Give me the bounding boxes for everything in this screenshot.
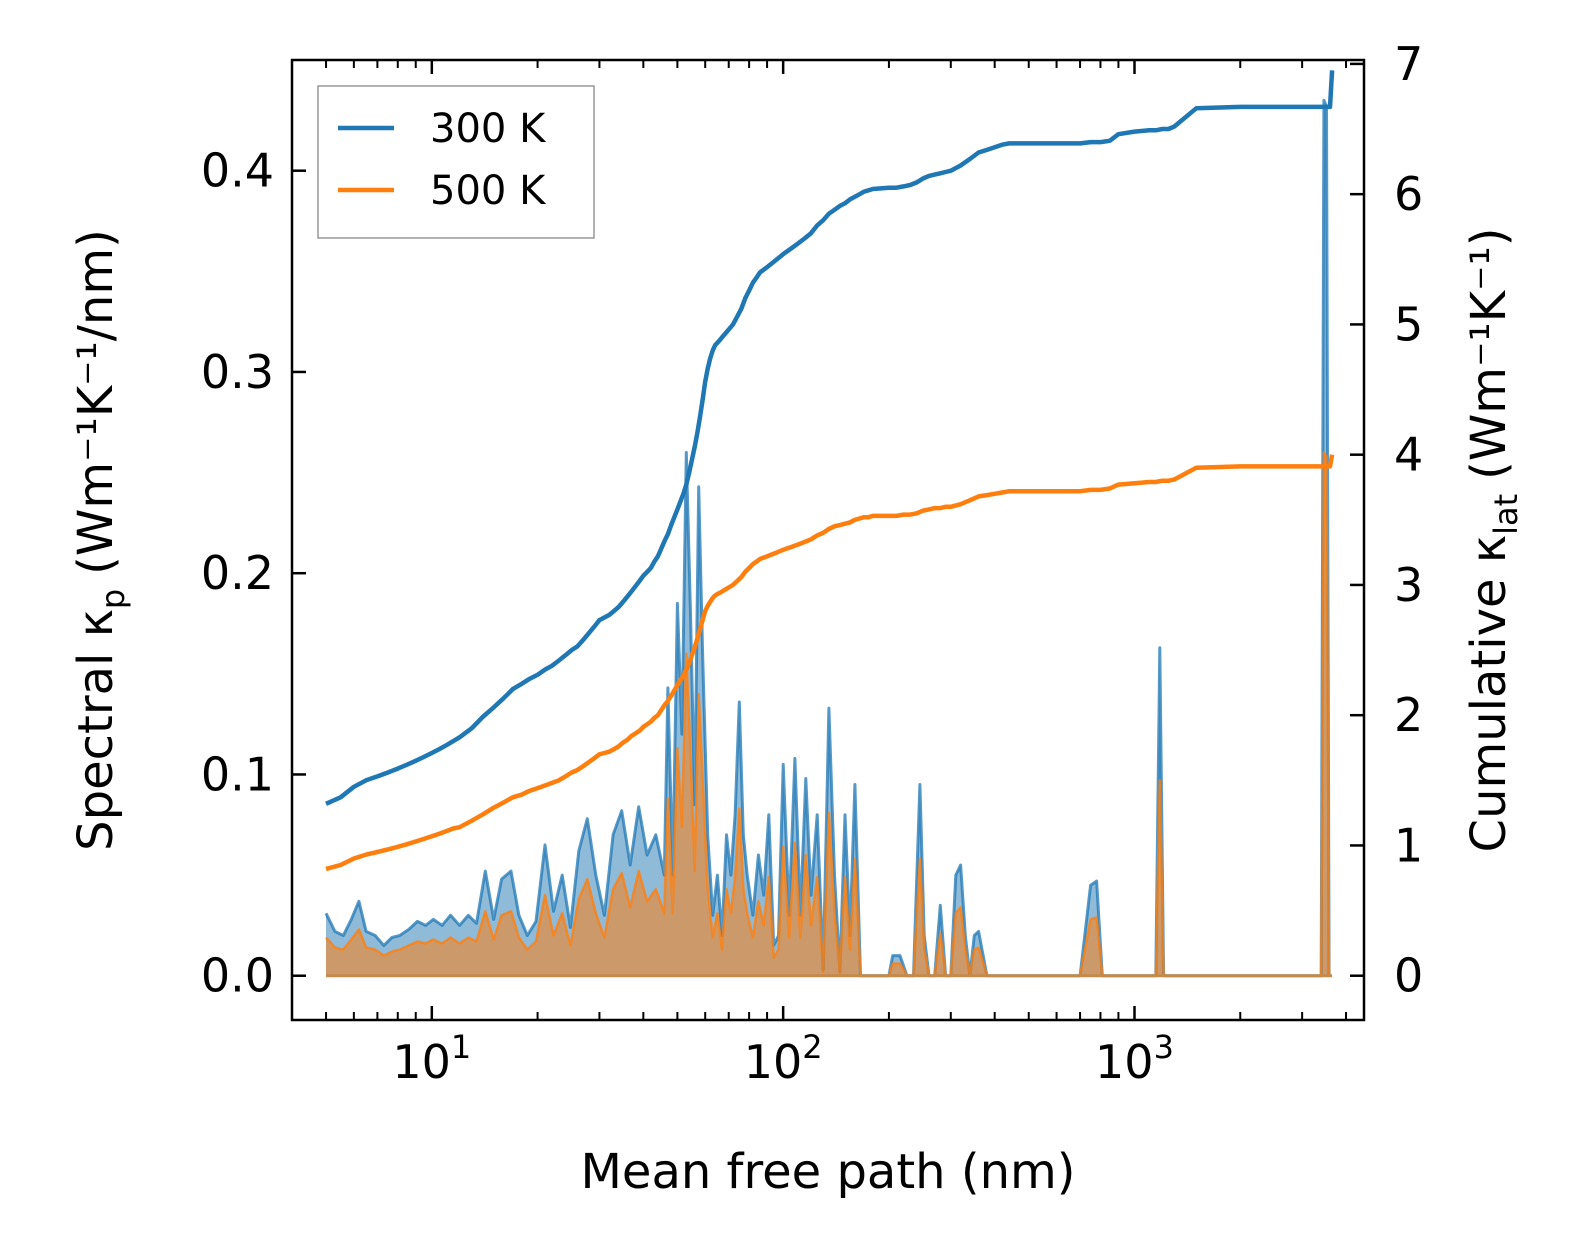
x-tick-label: 103 (1095, 1028, 1174, 1089)
y2-tick-label: 6 (1394, 167, 1423, 221)
y-axis-title: Spectral κp (Wm⁻¹K⁻¹/nm) (68, 229, 132, 851)
axis-tick-labels: 101 102 103 0.0 0.1 0.2 0.3 0.4 0 1 2 3 4 5 6 7 (201, 37, 1423, 1089)
spectral-line-500k (325, 451, 1331, 977)
spectral-line-300k (324, 98, 1331, 978)
legend: 300 K 500 K (317, 85, 595, 239)
legend-label-500k: 500 K (430, 168, 547, 214)
x-axis-title: Mean free path (nm) (581, 1144, 1076, 1200)
axis-ticks (291, 60, 1364, 1020)
y-axis-title-main: Spectral κ (68, 609, 124, 851)
spectral-line-layer (324, 98, 1333, 978)
cumulative-line-500k (325, 454, 1335, 872)
y-tick-label: 0.2 (201, 546, 274, 600)
y2-axis-title-sub: lat (1487, 494, 1525, 535)
y2-axis-title-unit: (Wm⁻¹K⁻¹) (1461, 228, 1517, 480)
y-tick-label: 0.0 (201, 949, 274, 1003)
plot-frame (290, 58, 1366, 1022)
y-tick-label: 0.4 (201, 144, 274, 198)
y2-axis-title: Cumulative κlat (Wm⁻¹K⁻¹) (1461, 228, 1525, 853)
y-tick-label: 0.3 (201, 345, 274, 399)
y-tick-label: 0.1 (201, 747, 274, 801)
y2-tick-label: 2 (1394, 688, 1423, 742)
y-axis-title-unit: (Wm⁻¹K⁻¹/nm) (68, 229, 124, 575)
y2-tick-label: 0 (1394, 949, 1423, 1003)
x-tick-label: 101 (392, 1028, 471, 1089)
y2-tick-label: 1 (1394, 818, 1423, 872)
legend-label-300k: 300 K (430, 106, 547, 152)
legend-frame (317, 85, 595, 239)
x-tick-label: 102 (744, 1028, 823, 1089)
y-axis-title-sub: p (94, 589, 132, 609)
y2-tick-label: 5 (1394, 297, 1423, 351)
y2-axis-title-main: Cumulative κ (1461, 535, 1517, 853)
y2-tick-label: 7 (1394, 37, 1423, 91)
cumulative-line-300k (325, 70, 1335, 806)
cumulative-line-layer (325, 70, 1335, 872)
y2-tick-label: 3 (1394, 558, 1423, 612)
y2-tick-label: 4 (1394, 428, 1423, 482)
